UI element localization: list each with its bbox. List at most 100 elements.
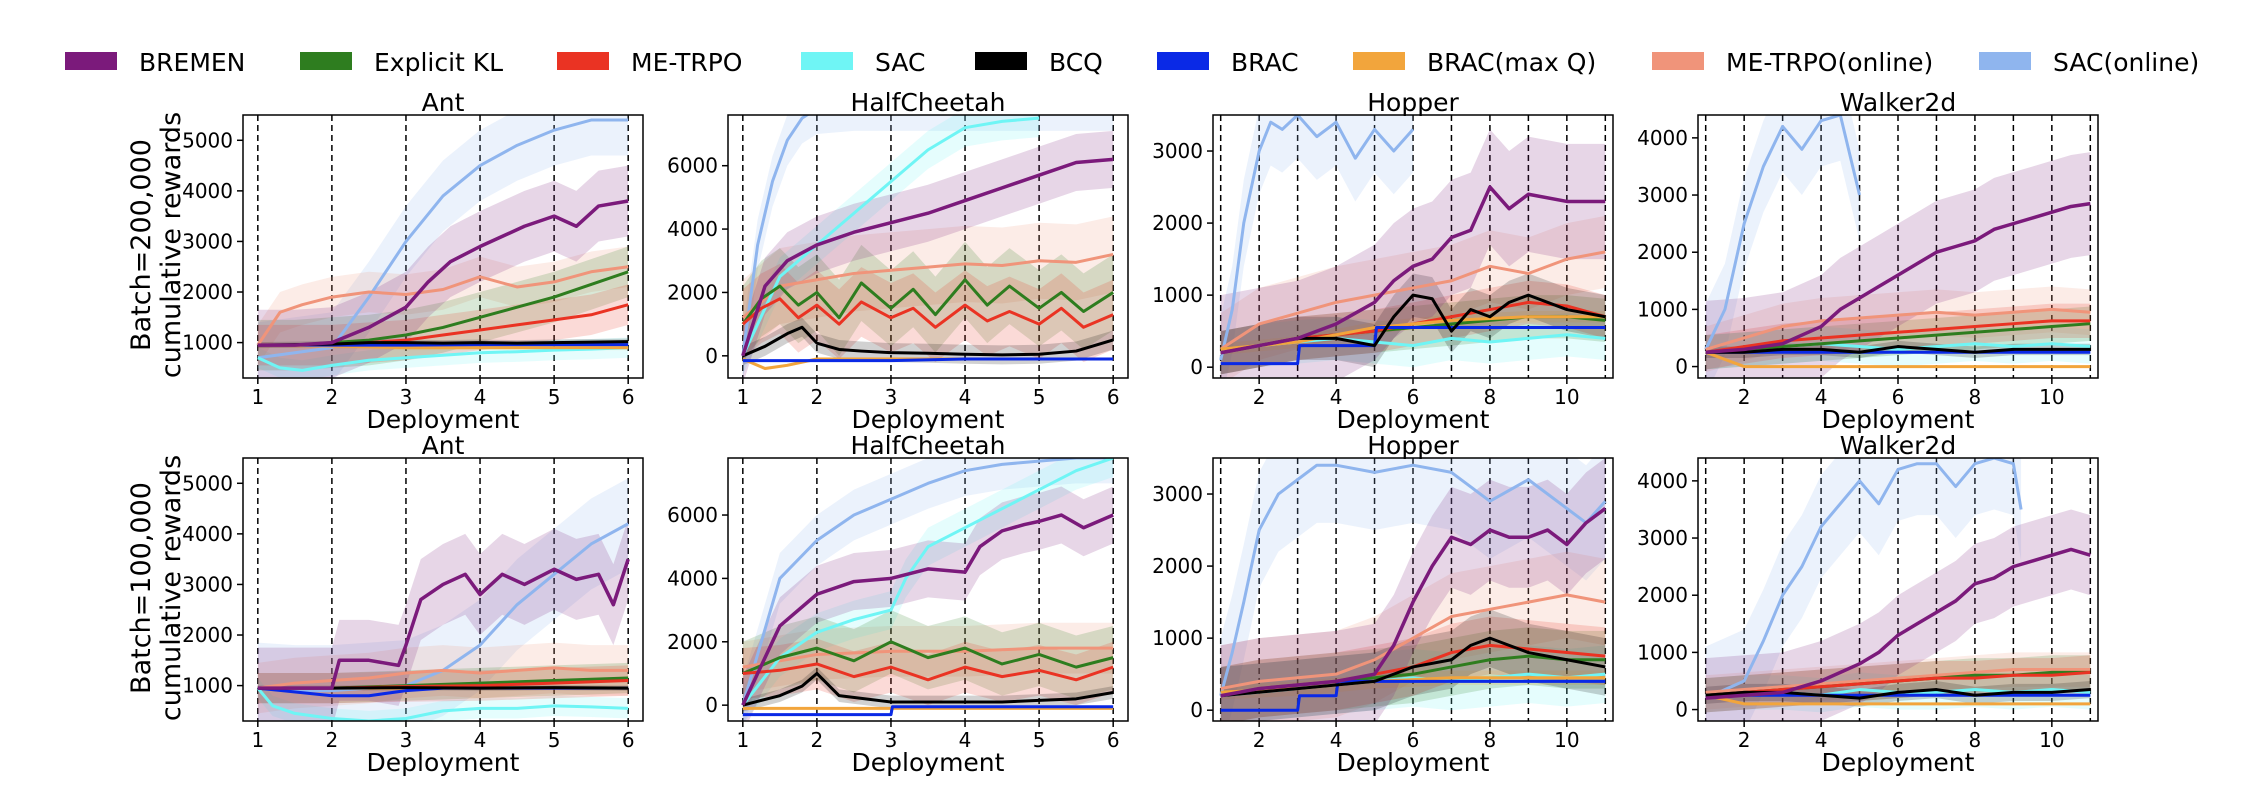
x-tick-label: 2 [1738,728,1751,752]
x-axis-label: Deployment [852,748,1005,777]
legend-swatch [1353,52,1405,70]
y-tick-label: 0 [1675,355,1688,379]
series-line [1220,293,1606,355]
y-tick-label: 2000 [1637,240,1688,264]
chart-panel-6: 1 2 3 4 5 6 0 2000 4000 6000 HalfCheetah Deployment [667,431,1129,777]
series-line [1220,326,1606,366]
panel-title: Walker2d [1840,431,1956,460]
y-tick-label: 0 [705,344,718,368]
y-tick-label: 3000 [1152,139,1203,163]
series-line [1705,350,2091,369]
series-line [1220,593,1606,691]
series-line [1705,322,2091,354]
legend-swatch [1157,52,1209,70]
y-tick-label: 4000 [667,217,718,241]
chart-panel-7: 2 4 6 8 10 0 1000 2000 3000 Hopper Deployment [1152,431,1614,777]
series-line [257,199,629,347]
series-band [1220,129,1606,378]
legend-swatch [557,52,609,70]
row-label-top-line1: Batch=200,000 [126,139,157,351]
y-tick-label: 3000 [1637,183,1688,207]
legend-label: Explicit KL [374,48,503,77]
series-line [1219,250,1606,351]
series-band [1705,286,2091,373]
chart-panel-3: 2 4 6 8 10 0 1000 2000 3000 Hopper Deployment [1152,88,1614,434]
series-band [257,115,629,378]
x-tick-label: 4 [959,385,972,409]
plot-area [1704,115,2092,378]
y-tick-label: 2000 [667,630,718,654]
series-band [742,216,1114,356]
series-line [1220,315,1606,351]
legend-item: SAC [801,48,925,77]
series-band [1220,458,1606,721]
x-axis-label: Deployment [1337,405,1490,434]
row-label-top-line2: cumulative rewards [156,112,187,378]
series-band [742,458,1114,721]
series-band [742,263,1114,363]
x-tick-label: 5 [1033,728,1046,752]
legend-item: BREMEN [65,48,245,77]
plot-area [256,115,629,378]
series-line [256,265,629,346]
series-line [256,687,629,721]
panel-title: HalfCheetah [851,431,1006,460]
x-tick-label: 10 [1554,728,1579,752]
series-band [257,246,629,371]
legend-label: BCQ [1049,48,1103,77]
x-tick-label: 4 [1330,385,1343,409]
x-tick-label: 2 [811,728,824,752]
x-tick-label: 6 [1407,728,1420,752]
series-line [742,325,1114,358]
series-line [1219,115,1415,361]
series-line [257,118,629,360]
x-axis-label: Deployment [1337,748,1490,777]
series-band [257,678,629,721]
x-tick-label: 6 [1892,385,1905,409]
x-axis-label: Deployment [367,405,520,434]
series-line [741,116,1040,357]
x-axis-label: Deployment [1822,748,1975,777]
x-tick-label: 5 [1033,385,1046,409]
x-tick-label: 2 [326,728,339,752]
x-tick-label: 8 [1484,728,1497,752]
series-line [741,458,1114,707]
x-tick-label: 3 [400,385,413,409]
x-tick-label: 8 [1484,385,1497,409]
x-tick-label: 1 [251,385,264,409]
series-line [1705,307,2091,351]
y-tick-label: 3000 [1637,526,1688,550]
axes-frame [727,457,1129,722]
axes-frame [727,114,1129,379]
legend-label: BRAC(max Q) [1427,48,1596,77]
series-band [1220,645,1606,721]
series-line [742,640,1114,675]
series-band [1705,509,2091,721]
series-line [742,662,1114,682]
y-tick-label: 2000 [1152,554,1203,578]
legend-label: SAC [875,48,925,77]
series-line [1705,668,2091,694]
series-line [741,513,1114,706]
series-line [257,346,629,372]
x-tick-label: 4 [474,728,487,752]
legend-item: ME-TRPO [557,48,743,77]
chart-panel-4: 2 4 6 8 10 0 1000 2000 3000 4000 Walker2d Deploymen… [1637,88,2099,434]
legend-item: BRAC(max Q) [1353,48,1596,77]
panel-title: Walker2d [1840,88,1956,117]
series-band [257,246,629,366]
series-band [1220,115,1413,378]
x-tick-label: 3 [400,728,413,752]
series-line [1219,463,1607,697]
x-axis-label: Deployment [1822,405,1975,434]
y-tick-label: 6000 [667,154,718,178]
y-tick-label: 2000 [182,280,233,304]
series-band [742,130,1114,378]
chart-panel-5: 1 2 3 4 5 6 1000 2000 3000 4000 5000 Ant Deployment [182,431,644,777]
row-label-bottom-line2: cumulative rewards [156,455,187,721]
legend-label: BRAC [1231,48,1299,77]
x-tick-label: 10 [2039,385,2064,409]
y-tick-label: 2000 [1637,583,1688,607]
y-tick-label: 0 [705,693,718,717]
